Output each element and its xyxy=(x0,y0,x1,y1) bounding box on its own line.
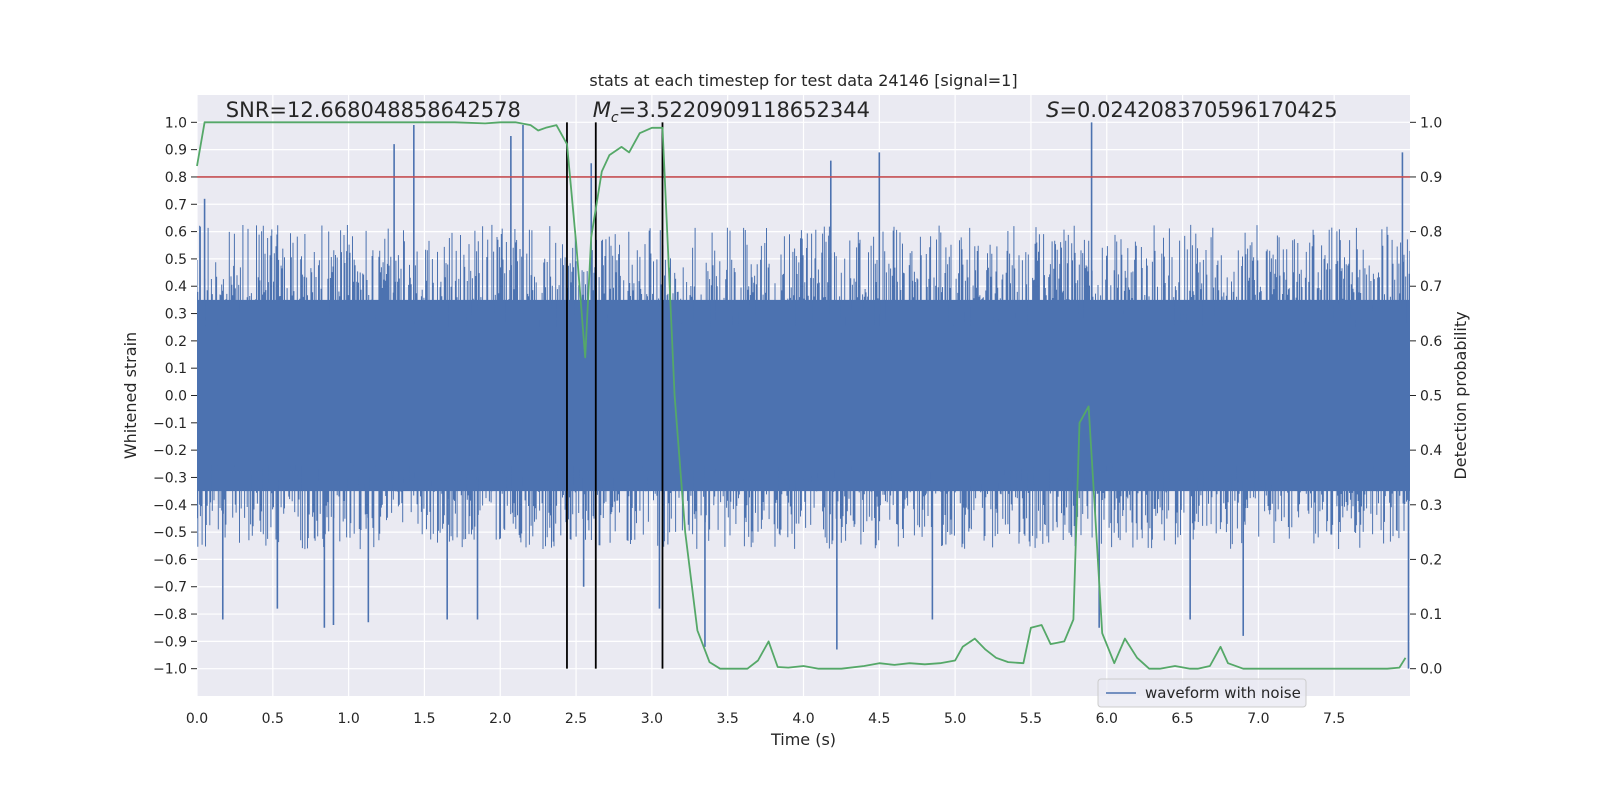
y2-tick-label: 1.0 xyxy=(1420,115,1442,131)
y2-tick-label: 0.0 xyxy=(1420,662,1442,678)
chart-title: stats at each timestep for test data 241… xyxy=(589,71,1017,90)
y-tick-label: 0.8 xyxy=(165,170,187,186)
x-tick-label: 7.5 xyxy=(1323,711,1345,727)
y-tick-label: 0.3 xyxy=(165,307,187,323)
y-tick-label: −0.9 xyxy=(153,634,187,650)
x-tick-label: 3.5 xyxy=(717,711,739,727)
mc-value: =3.5220909118652344 xyxy=(619,98,870,122)
y-tick-label: −0.5 xyxy=(153,525,187,541)
y-axis-ticks: −1.0 −0.9 −0.8 −0.7 −0.6 −0.5 −0.4 −0.3 −0.2 −0.1… xyxy=(153,115,197,678)
y2-tick-label: 0.5 xyxy=(1420,389,1442,405)
legend: waveform with noise xyxy=(1097,678,1307,708)
x-axis-ticks: 0.0 0.5 1.0 1.5 2.0 2.5 3.0 3.5 4.0 4.5 5.0 5.5 6.0 6… xyxy=(186,711,1345,727)
snr-annotation: SNR=12.668048858642578 xyxy=(226,98,521,122)
legend-label-waveform: waveform with noise xyxy=(1145,684,1301,702)
x-tick-label: 1.5 xyxy=(413,711,435,727)
y-tick-label: −0.7 xyxy=(153,580,187,596)
y2-tick-label: 0.1 xyxy=(1420,607,1442,623)
x-tick-label: 6.5 xyxy=(1171,711,1193,727)
y-tick-label: −0.4 xyxy=(153,498,187,514)
x-tick-label: 0.0 xyxy=(186,711,208,727)
y2-axis-label: Detection probability xyxy=(1451,311,1470,479)
y-tick-label: 0.4 xyxy=(165,279,187,295)
x-axis-label: Time (s) xyxy=(770,730,836,749)
waveform-series xyxy=(197,122,1410,669)
y-tick-label: −0.1 xyxy=(153,416,187,432)
y2-tick-label: 0.2 xyxy=(1420,552,1442,568)
x-tick-label: 0.5 xyxy=(262,711,284,727)
s-value: =0.024208370596170425 xyxy=(1059,98,1337,122)
y-tick-label: −0.6 xyxy=(153,552,187,568)
y-axis-label: Whitened strain xyxy=(121,332,140,459)
y-tick-label: 0.6 xyxy=(165,225,187,241)
x-tick-label: 4.5 xyxy=(868,711,890,727)
chirp-mass-annotation: Mc=3.5220909118652344 xyxy=(593,98,870,126)
probability-line xyxy=(196,121,1407,670)
x-tick-label: 7.0 xyxy=(1247,711,1269,727)
y2-axis-ticks: 0.0 0.1 0.2 0.3 0.4 0.5 0.6 0.7 0.8 0.9 1.0 xyxy=(1410,115,1442,678)
mc-symbol: M xyxy=(593,98,611,122)
x-tick-label: 4.0 xyxy=(792,711,814,727)
y-tick-label: 0.5 xyxy=(165,252,187,268)
y-tick-label: −0.2 xyxy=(153,443,187,459)
y2-tick-label: 0.3 xyxy=(1420,498,1442,514)
y-tick-label: 0.0 xyxy=(165,389,187,405)
mc-subscript: c xyxy=(611,110,619,126)
x-tick-label: 1.0 xyxy=(337,711,359,727)
y-tick-label: −0.3 xyxy=(153,470,187,486)
waveform-line xyxy=(197,224,1410,550)
x-tick-label: 5.0 xyxy=(944,711,966,727)
s-annotation: S=0.024208370596170425 xyxy=(1046,98,1337,122)
probability-series xyxy=(196,121,1407,670)
s-symbol: S xyxy=(1046,98,1059,122)
x-tick-label: 6.0 xyxy=(1096,711,1118,727)
y-tick-label: 1.0 xyxy=(165,115,187,131)
y2-tick-label: 0.6 xyxy=(1420,334,1442,350)
x-tick-label: 3.0 xyxy=(641,711,663,727)
y-tick-label: 0.7 xyxy=(165,197,187,213)
y2-tick-label: 0.8 xyxy=(1420,225,1442,241)
y-tick-label: 0.2 xyxy=(165,334,187,350)
y-tick-label: 0.1 xyxy=(165,361,187,377)
y-tick-label: −0.8 xyxy=(153,607,187,623)
x-tick-label: 5.5 xyxy=(1020,711,1042,727)
y2-tick-label: 0.4 xyxy=(1420,443,1442,459)
x-tick-label: 2.0 xyxy=(489,711,511,727)
y-tick-label: −1.0 xyxy=(153,662,187,678)
y2-tick-label: 0.7 xyxy=(1420,279,1442,295)
y-tick-label: 0.9 xyxy=(165,143,187,159)
legend-box xyxy=(1097,678,1307,708)
y2-tick-label: 0.9 xyxy=(1420,170,1442,186)
x-tick-label: 2.5 xyxy=(565,711,587,727)
